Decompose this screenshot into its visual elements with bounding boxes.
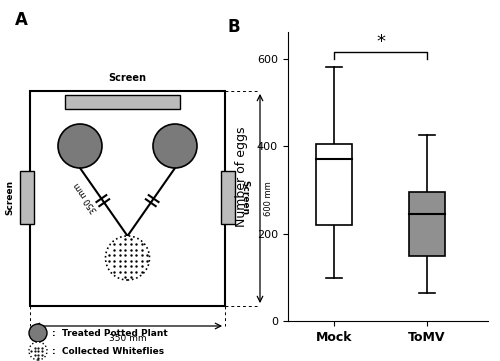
Text: 350 mm: 350 mm (72, 180, 100, 214)
Circle shape (58, 124, 102, 168)
Circle shape (106, 236, 150, 280)
Text: Screen: Screen (240, 180, 250, 215)
Text: 350 mm: 350 mm (108, 334, 146, 343)
Bar (65, 95, 180, 109)
Bar (221, 170, 235, 224)
Text: A: A (15, 11, 28, 29)
Text: Screen: Screen (6, 180, 15, 215)
Bar (410, 192, 444, 256)
Text: :  Collected Whiteflies: : Collected Whiteflies (52, 347, 164, 356)
Bar (30, 91, 225, 306)
Circle shape (29, 324, 47, 342)
Text: B: B (228, 18, 240, 36)
Bar (20, 170, 34, 224)
Text: *: * (376, 33, 385, 51)
Bar (316, 144, 352, 225)
Circle shape (153, 124, 197, 168)
Y-axis label: Number of eggs: Number of eggs (234, 127, 248, 227)
Text: Screen: Screen (108, 73, 146, 83)
Text: 600 mm: 600 mm (264, 181, 273, 216)
Text: :  Treated Potted Plant: : Treated Potted Plant (52, 329, 168, 338)
Circle shape (29, 342, 47, 360)
